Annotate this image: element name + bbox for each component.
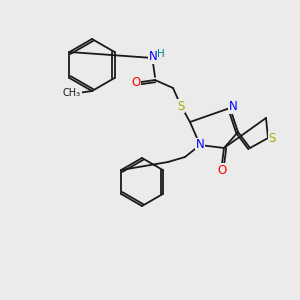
Text: S: S [177,100,185,112]
Text: S: S [177,100,185,112]
Text: N: N [229,100,237,113]
Text: S: S [268,131,276,145]
Text: N: N [196,139,204,152]
Text: CH₃: CH₃ [63,88,81,98]
Text: N: N [148,50,158,64]
Text: O: O [131,76,141,88]
Text: O: O [218,164,226,176]
Text: H: H [157,49,165,59]
